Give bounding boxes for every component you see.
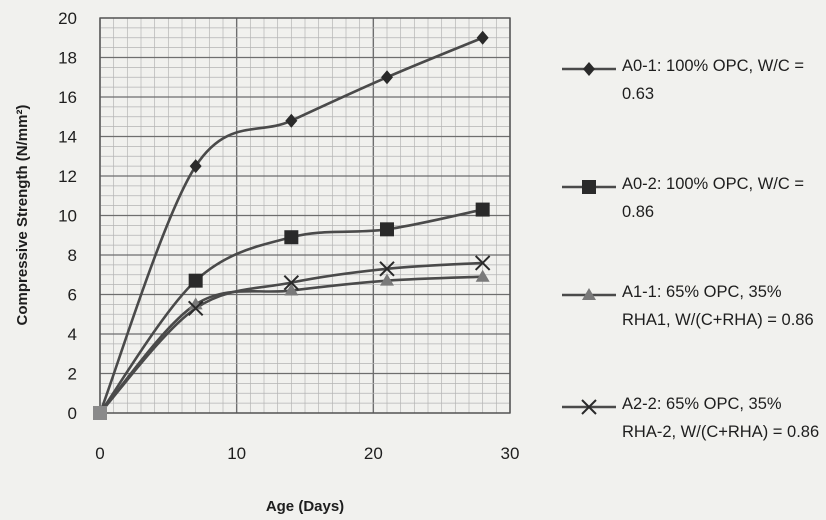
y-tick-label: 6	[68, 286, 77, 305]
plot-grid	[99, 17, 511, 414]
data-point-triangle	[380, 273, 394, 286]
series-line-x	[99, 261, 483, 414]
series-markers	[93, 30, 491, 420]
data-point-square	[475, 202, 490, 217]
x-tick-label: 30	[501, 444, 520, 463]
legend-label-a1-1: A1-1: 65% OPC, 35% RHA1, W/(C+RHA) = 0.8…	[622, 283, 814, 329]
legend-marker-triangle	[582, 288, 596, 300]
y-tick-label: 2	[68, 365, 77, 384]
legend-marker-diamond	[583, 62, 595, 76]
legend-label-a0-1: A0-1: 100% OPC, W/C = 0.63	[622, 57, 805, 103]
x-tick-label: 10	[227, 444, 246, 463]
y-tick-label: 10	[58, 207, 77, 226]
data-point-square	[380, 222, 394, 237]
series-line-square	[98, 208, 483, 414]
legend-symbol-triangle	[562, 288, 616, 300]
y-tick-label: 12	[58, 167, 77, 186]
data-point-x	[187, 300, 204, 317]
legend-symbol-x	[562, 399, 616, 415]
y-tick-label: 8	[68, 246, 77, 265]
series-lines	[98, 36, 484, 414]
y-tick-label: 0	[68, 404, 77, 423]
data-point-triangle	[475, 269, 490, 282]
data-point-triangle	[188, 297, 203, 310]
x-tick-label: 0	[95, 444, 104, 463]
y-tick-label: 14	[58, 128, 77, 147]
y-axis-title: Compressive Strength (N/mm²)	[14, 105, 31, 326]
data-point-diamond	[285, 113, 298, 128]
data-point-triangle	[284, 283, 299, 296]
legend-symbol-square	[562, 180, 616, 194]
x-axis-title: Age (Days)	[266, 498, 344, 515]
legend-symbol-diamond	[562, 62, 616, 76]
axis-ticks: 0 10 20 30 0 2 4 6 8 10 12 14 16 18 20	[58, 9, 519, 463]
data-point-diamond	[381, 70, 393, 85]
plot-frame	[99, 17, 511, 414]
data-point-origin	[93, 406, 107, 420]
y-tick-label: 20	[58, 9, 77, 28]
data-point-x	[474, 255, 491, 271]
series-line-triangle	[99, 275, 483, 414]
data-point-diamond	[189, 159, 202, 174]
data-point-x	[283, 274, 300, 291]
series-line-diamond	[98, 36, 484, 414]
y-tick-label: 18	[58, 49, 77, 68]
data-point-square	[188, 273, 203, 288]
legend-label-a0-2: A0-2: 100% OPC, W/C = 0.86	[622, 175, 805, 221]
data-point-diamond	[476, 30, 489, 45]
legend-label-a2-2: A2-2: 65% OPC, 35% RHA-2, W/(C+RHA) = 0.…	[622, 395, 820, 441]
legend-marker-square	[582, 180, 596, 194]
legend-marker-x	[581, 399, 597, 415]
y-tick-label: 4	[68, 325, 77, 344]
data-point-x	[379, 261, 395, 277]
y-tick-label: 16	[58, 88, 77, 107]
x-tick-label: 20	[364, 444, 383, 463]
data-point-square	[284, 230, 299, 245]
